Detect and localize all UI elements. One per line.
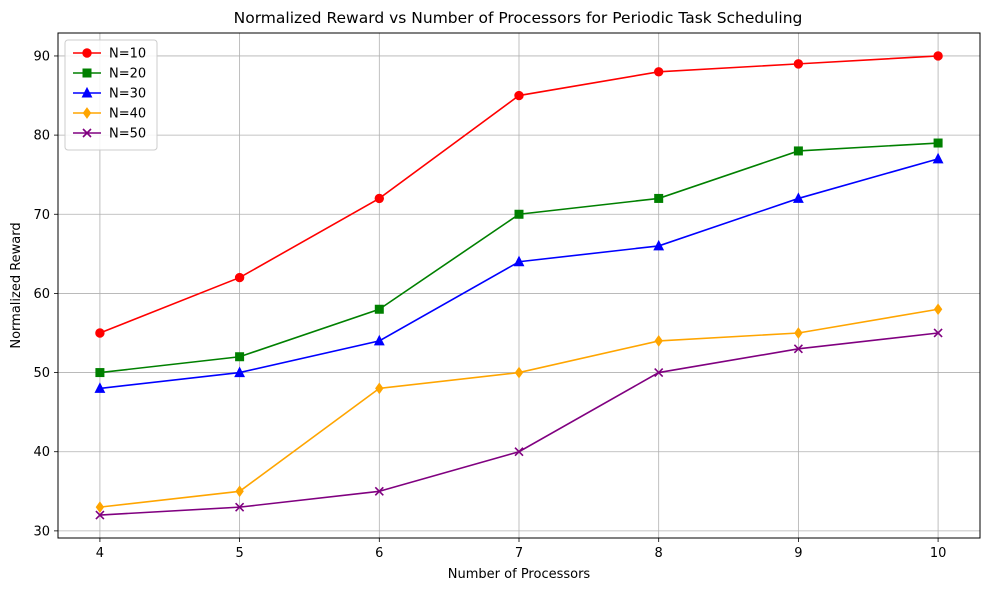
data-point — [95, 368, 105, 378]
legend-box — [64, 39, 158, 151]
data-point — [94, 382, 106, 393]
series-group — [94, 51, 944, 520]
legend-label: N=40 — [109, 107, 146, 122]
legend-label: N=10 — [109, 47, 146, 62]
data-point — [235, 352, 245, 362]
x-tick-label: 4 — [96, 546, 104, 561]
y-tick-label: 40 — [33, 445, 50, 460]
legend-label: N=30 — [109, 87, 146, 102]
x-tick-label: 9 — [794, 546, 802, 561]
data-point — [794, 327, 803, 339]
data-point — [933, 138, 943, 148]
data-point — [514, 209, 524, 219]
data-point — [95, 328, 105, 338]
axis-ticks: 4 5 6 7 8 9 10 30 40 50 60 70 80 90 — [33, 49, 946, 561]
data-point — [95, 501, 105, 513]
legend-marker — [82, 128, 92, 138]
data-point — [933, 51, 943, 61]
data-point — [375, 382, 384, 395]
series-n-30 — [94, 152, 944, 393]
data-point — [374, 486, 384, 496]
y-tick-label: 70 — [33, 208, 50, 223]
legend-entry: N=30 — [73, 87, 146, 102]
data-point — [513, 255, 525, 267]
legend-marker — [82, 48, 92, 58]
data-point — [235, 485, 244, 498]
data-point — [792, 192, 804, 203]
data-point — [654, 193, 664, 203]
data-point — [234, 272, 245, 283]
series-n-20 — [95, 138, 943, 378]
data-point — [514, 366, 524, 379]
data-point — [793, 59, 804, 69]
data-point — [654, 368, 664, 378]
legend-entry: N=50 — [73, 127, 146, 142]
legend-entry: N=40 — [73, 107, 146, 122]
data-point — [654, 335, 663, 347]
data-point — [933, 303, 943, 316]
legend-marker — [81, 86, 93, 98]
data-point — [514, 447, 524, 457]
data-point — [95, 510, 105, 520]
plot-frame — [57, 32, 981, 539]
data-point — [932, 152, 944, 164]
data-point — [373, 334, 385, 346]
data-point — [793, 146, 803, 156]
x-tick-label: 5 — [235, 546, 243, 561]
y-tick-label: 60 — [33, 287, 50, 302]
data-point — [514, 90, 524, 101]
y-axis-label: Normalized Reward — [9, 222, 24, 348]
legend-entry: N=10 — [73, 47, 146, 62]
y-tick-label: 90 — [33, 49, 50, 64]
data-point — [653, 239, 665, 251]
data-point — [235, 502, 245, 512]
data-point — [374, 193, 385, 204]
x-tick-label: 7 — [515, 546, 523, 561]
series-n-50 — [95, 328, 943, 520]
data-point — [374, 304, 384, 314]
x-tick-label: 6 — [375, 546, 383, 561]
data-point — [653, 67, 664, 77]
chart-title: Normalized Reward vs Number of Processor… — [234, 9, 803, 27]
legend: N=10 N=20 N=30 N=40 N=50 — [64, 39, 158, 151]
legend-label: N=50 — [109, 127, 146, 142]
x-axis-label: Number of Processors — [448, 567, 591, 582]
series-n-10 — [95, 51, 943, 338]
y-tick-label: 50 — [33, 366, 50, 381]
data-point — [793, 344, 803, 354]
data-point — [234, 366, 246, 378]
legend-label: N=20 — [109, 67, 146, 82]
x-tick-label: 10 — [930, 546, 947, 561]
legend-marker — [82, 107, 92, 119]
legend-marker — [82, 68, 92, 78]
x-tick-label: 8 — [655, 546, 663, 561]
data-point — [933, 328, 943, 338]
y-tick-label: 80 — [33, 129, 50, 144]
y-tick-label: 30 — [33, 524, 50, 539]
legend-entry: N=20 — [73, 67, 146, 82]
series-n-40 — [95, 303, 943, 513]
